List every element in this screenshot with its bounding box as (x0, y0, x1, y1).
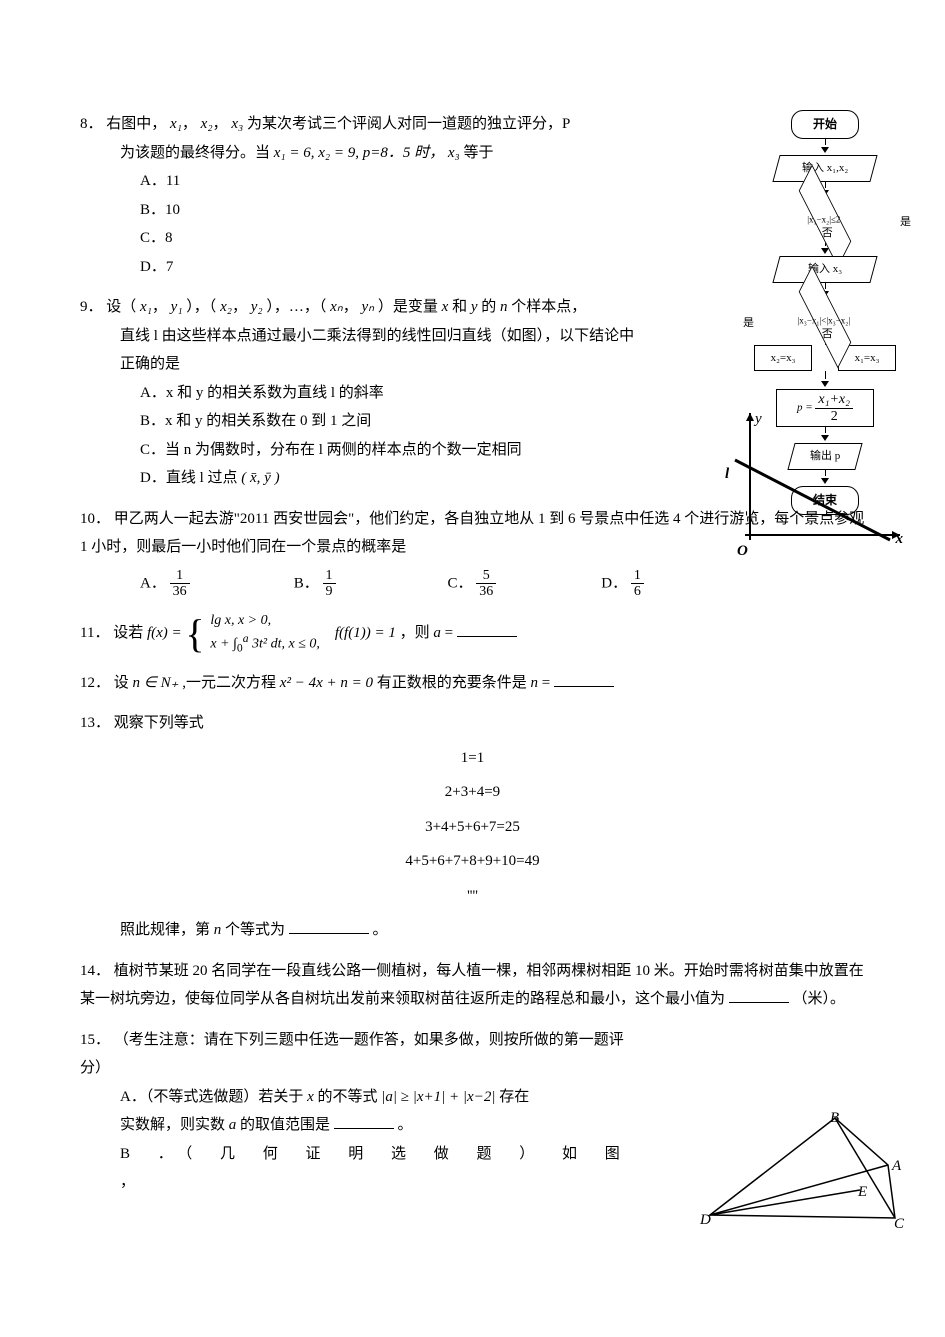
q13-eq1: 1=1 (80, 744, 865, 773)
q8-x1: x₁ (170, 116, 182, 132)
flow-input2: 输入 x₃ (772, 256, 877, 283)
q10-optB: B． 19 (294, 568, 444, 600)
flow-yes-label-2: 是 (743, 313, 754, 334)
question-12: 12． 设 n ∈ N₊ ,一元二次方程 x² − 4x + n = 0 有正数… (80, 669, 865, 698)
q8-stem-a: 右图中， (106, 116, 166, 132)
q9-number: 9． (80, 299, 103, 315)
q11-number: 11． (80, 625, 109, 641)
flow-no-label-2: 否 (822, 324, 833, 345)
geometry-figure: D B A C E (700, 1110, 905, 1230)
q8-x3: x₃ (231, 116, 243, 132)
vertex-C: C (894, 1210, 904, 1239)
vertex-D: D (700, 1206, 711, 1235)
flow-start: 开始 (791, 110, 859, 139)
q15-B: B ．（ 几 何 证 明 选 做 题 ） 如 图 ， (120, 1140, 640, 1197)
q14-blank (729, 987, 789, 1003)
q15-number: 15． (80, 1032, 110, 1048)
q13-eq3: 3+4+5+6+7=25 (80, 813, 865, 842)
q12-blank (554, 671, 614, 687)
q13-blank (289, 918, 369, 934)
q13-eq4: 4+5+6+7+8+9+10=49 (80, 847, 865, 876)
q13-line2: 照此规律，第 n 个等式为 。 (120, 916, 865, 945)
q15-note: （考生注意：请在下列三题中任选一题作答，如果多做，则按所做的第一题评分） (80, 1032, 624, 1077)
q11-blank (457, 621, 517, 637)
q13-number: 13． (80, 715, 110, 731)
q8-optC: C．8 (140, 224, 640, 253)
question-9: 9． 设（ x₁， y₁ ），（ x₂， y₂ ），…，（ xₙ， yₙ ）是变… (80, 293, 640, 493)
q13-dots: '''' (80, 882, 865, 911)
q14-number: 14． (80, 963, 110, 979)
q9-optA: A．x 和 y 的相关系数为直线 l 的斜率 (140, 379, 640, 408)
flow-no-label: 否 (822, 223, 833, 244)
axis-y: y (755, 405, 762, 434)
vertex-E: E (858, 1178, 867, 1207)
question-11: 11． 设若 f(x) = { lg x, x > 0, x + ∫0a 3t²… (80, 611, 865, 656)
q8-optB: B．10 (140, 196, 640, 225)
q15-A: A．（不等式选做题）若关于 x 的不等式 |a| ≥ |x+1| + |x−2|… (120, 1083, 640, 1112)
q10-optD: D． 16 (601, 568, 751, 600)
flow-yes-label: 是 (900, 212, 911, 233)
question-10: 10． 甲乙两人一起去游"2011 西安世园会"，他们约定，各自独立地从 1 到… (80, 505, 865, 600)
line-l: l (725, 460, 729, 489)
q12-number: 12． (80, 675, 110, 691)
q11-case1: lg x, x > 0, (210, 611, 320, 631)
q15-A-line2: 实数解，则实数 a 的取值范围是 。 (120, 1111, 640, 1140)
q10-number: 10． (80, 511, 110, 527)
q10-optA: A． 136 (140, 568, 290, 600)
q8-optD: D．7 (140, 253, 640, 282)
q14-unit: （米）。 (793, 991, 846, 1007)
vertex-A: A (892, 1152, 901, 1181)
q13-stem: 观察下列等式 (114, 715, 204, 731)
flow-assign1: x₂=x₃ (754, 345, 812, 372)
q10-stem: 甲乙两人一起去游"2011 西安世园会"，他们约定，各自独立地从 1 到 6 号… (80, 511, 864, 556)
q11-case2: x + ∫0a 3t² dt, x ≤ 0, (210, 631, 320, 657)
q9-optB: B．x 和 y 的相关系数在 0 到 1 之间 (140, 407, 640, 436)
vertex-B: B (830, 1104, 839, 1133)
q8-optA: A．11 (140, 167, 640, 196)
q8-x2: x₂ (201, 116, 213, 132)
question-8: 8． 右图中， x₁， x₂， x₃ 为某次考试三个评阅人对同一道题的独立评分，… (80, 110, 640, 281)
q9-optC: C．当 n 为偶数时，分布在 l 两侧的样本点的个数一定相同 (140, 436, 640, 465)
question-15: 15． （考生注意：请在下列三题中任选一题作答，如果多做，则按所做的第一题评分）… (80, 1026, 640, 1197)
q13-eq2: 2+3+4=9 (80, 778, 865, 807)
q8-line2: 为该题的最终得分。当 x₁ = 6, x₂ = 9, p=8．5 时， x₃ 等… (120, 139, 640, 168)
question-14: 14． 植树节某班 20 名同学在一段直线公路一侧植树，每人植一棵，相邻两棵树相… (80, 957, 865, 1014)
q10-optC: C． 536 (448, 568, 598, 600)
axis-x: x (896, 525, 904, 554)
flow-input1: 输入 x₁,x₂ (772, 155, 877, 182)
q9-optD: D．直线 l 过点 ( x̄, ȳ ) (140, 464, 640, 493)
q9-line2: 直线 l 由这些样本点通过最小二乘法得到的线性回归直线（如图），以下结论中正确的… (120, 322, 640, 379)
q8-stem-b: 为某次考试三个评阅人对同一道题的独立评分，P (247, 116, 570, 132)
q8-number: 8． (80, 116, 103, 132)
q15-blank (334, 1113, 394, 1129)
question-13: 13． 观察下列等式 1=1 2+3+4=9 3+4+5+6+7=25 4+5+… (80, 709, 865, 945)
